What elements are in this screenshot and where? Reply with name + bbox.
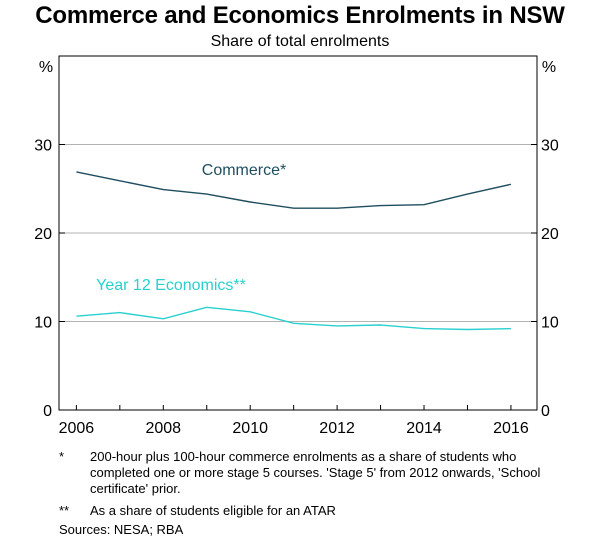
x-tick-label: 2016 [493,420,529,437]
x-tick-label: 2006 [59,420,95,437]
x-tick-label: 2008 [145,420,181,437]
y-axis-unit-right: % [542,59,556,76]
footnote-text: As a share of students eligible for an A… [90,503,336,518]
y-tick-label-left: 10 [34,315,52,332]
chart-title: Commerce and Economics Enrolments in NSW [35,2,565,29]
footnote-mark: ** [59,503,70,518]
y-tick-label-right: 0 [541,403,550,420]
axis-ticks [59,144,537,411]
x-tick-label: 2014 [406,420,442,437]
footnote-text: 200-hour plus 100-hour commerce enrolmen… [90,449,541,496]
y-tick-label-left: 30 [34,138,52,155]
y-axis-unit-left: % [39,59,53,76]
sources: Sources: NESA; RBA [59,522,184,537]
x-axis-labels: 2006 2008 2010 2012 2014 2016 [59,420,529,437]
y-tick-label-left: 20 [34,226,52,243]
series-line-economics [76,306,511,331]
y-axis-labels: 0 0 10 10 20 20 30 30 [34,138,559,421]
series-lines [76,171,512,331]
y-tick-label-right: 20 [541,226,559,243]
x-tick-label: 2010 [232,420,268,437]
y-tick-label-left: 0 [43,403,52,420]
y-tick-label-right: 10 [541,315,559,332]
chart-subtitle: Share of total enrolments [210,33,390,50]
gridlines [59,144,537,322]
series-label-economics: Year 12 Economics** [96,277,246,294]
x-tick-label: 2012 [319,420,355,437]
footnote-mark: * [59,449,65,464]
series-label-commerce: Commerce* [202,162,286,179]
series-line-commerce [76,171,512,209]
y-tick-label-right: 30 [541,138,559,155]
